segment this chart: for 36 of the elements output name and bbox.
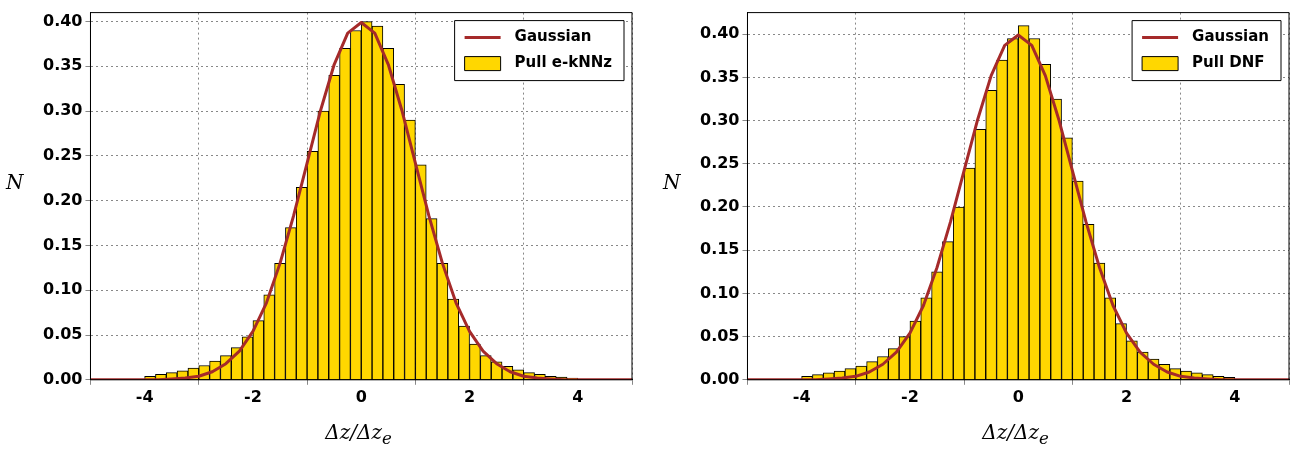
x-tick-label: -4 (135, 386, 154, 406)
y-tick-label: 0.15 (42, 234, 83, 254)
x-tick-label: 0 (1012, 386, 1024, 406)
y-tick-label: 0.35 (699, 66, 740, 86)
x-axis-title: Δz/Δz$_{e}$ (324, 420, 393, 448)
y-tick-label: 0.10 (42, 279, 83, 299)
x-axis-title: Δz/Δz$_{e}$ (981, 420, 1050, 448)
legend-label: Pull DNF (1192, 53, 1265, 72)
y-tick-label: 0.00 (699, 368, 740, 388)
y-tick-label: 0.10 (699, 282, 740, 302)
y-tick-label: 0.30 (42, 100, 83, 120)
x-tick-label: 2 (1120, 386, 1133, 406)
y-tick-label: 0.25 (42, 145, 83, 165)
y-tick-label: 0.15 (699, 239, 740, 259)
y-tick-label: 0.25 (699, 152, 740, 172)
x-tick-label: -4 (792, 386, 811, 406)
x-tick-label: 4 (1229, 386, 1241, 406)
x-tick-label: 0 (355, 386, 367, 406)
y-tick-label: 0.00 (42, 368, 83, 388)
y-tick-label: 0.20 (42, 189, 83, 209)
x-tick-label: -2 (244, 386, 262, 406)
legend-label: Gaussian (1192, 27, 1270, 46)
y-tick-label: 0.05 (42, 324, 83, 344)
y-axis-title: N (6, 170, 24, 194)
legend-label: Pull e-kNNz (514, 53, 613, 72)
y-tick-label: 0.05 (699, 325, 740, 345)
legend-label: Gaussian (514, 27, 592, 46)
y-tick-label: 0.20 (699, 196, 740, 216)
y-axis-title: N (663, 170, 681, 194)
x-tick-label: 4 (572, 386, 584, 406)
y-tick-label: 0.30 (699, 109, 740, 129)
y-tick-label: 0.40 (42, 10, 83, 30)
y-tick-label: 0.35 (42, 55, 83, 75)
x-tick-label: -2 (901, 386, 919, 406)
x-tick-label: 2 (463, 386, 476, 406)
y-tick-label: 0.40 (699, 23, 740, 43)
